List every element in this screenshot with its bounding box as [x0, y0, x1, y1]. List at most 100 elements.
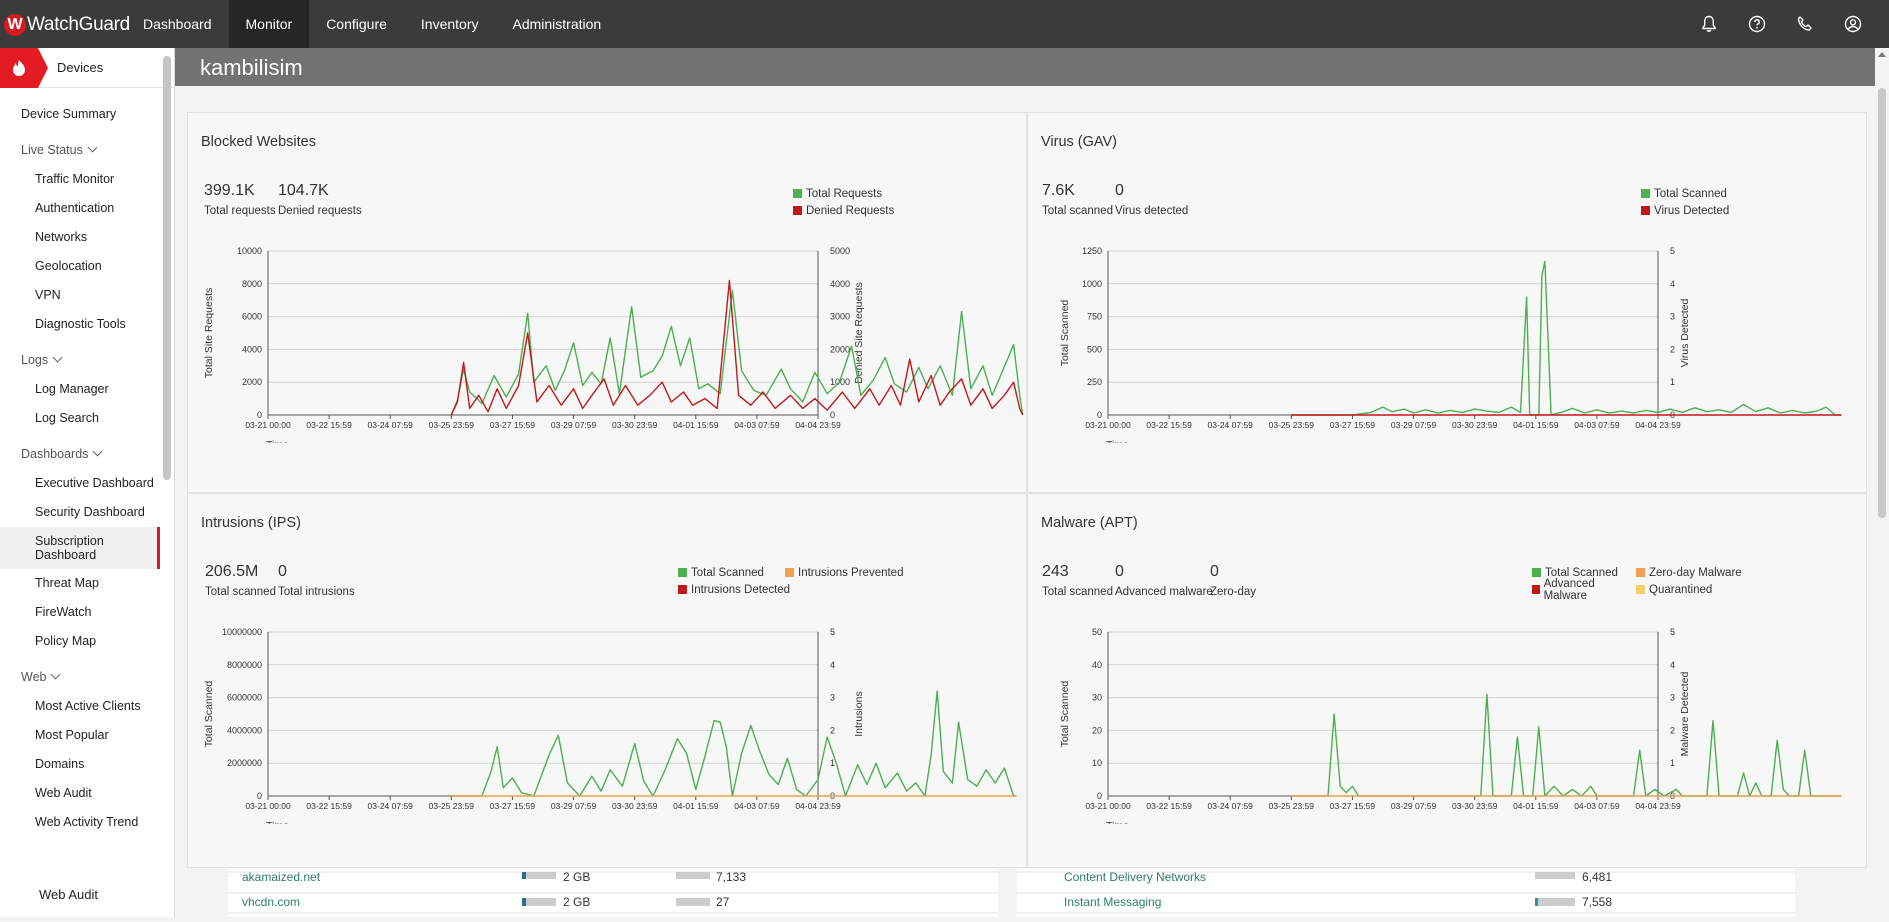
legend-label[interactable]: Virus Detected: [1654, 204, 1730, 217]
help-icon[interactable]: [1733, 0, 1781, 48]
table-category-name[interactable]: Instant Messaging: [1064, 895, 1161, 909]
sidebar-title: Devices: [57, 60, 104, 75]
watchguard-logo[interactable]: W WatchGuard: [4, 12, 130, 38]
page-scrollbar[interactable]: [1875, 48, 1889, 917]
sidebar-item-live-status[interactable]: Live Status: [0, 136, 160, 165]
sidebar-item-networks[interactable]: Networks: [0, 223, 160, 252]
chart-legend: Total Scanned Intrusions Prevented Intru…: [678, 564, 913, 598]
user-icon[interactable]: [1829, 0, 1877, 48]
y-tick-label: 4000000: [227, 725, 262, 735]
sidebar-item-most-active-clients[interactable]: Most Active Clients: [0, 692, 160, 721]
y2-tick-label: 2: [830, 725, 835, 735]
legend-label[interactable]: Advanced Malware: [1543, 577, 1595, 602]
x-tick-label: 03-25 23:59: [429, 801, 475, 811]
sidebar-item-dashboards[interactable]: Dashboards: [0, 440, 160, 469]
y-tick-label: 0: [257, 410, 262, 420]
sidebar-item-firewatch[interactable]: FireWatch: [0, 598, 160, 627]
chart-legend: Total Requests Denied Requests: [793, 185, 894, 219]
legend-label[interactable]: Zero-day Malware: [1649, 566, 1742, 579]
x-axis-label: Time: [1106, 820, 1129, 824]
sidebar-item-web-activity-trend[interactable]: Web Activity Trend: [0, 808, 160, 837]
blocked-websites-chart[interactable]: 0200040006000800010000010002000300040005…: [188, 231, 1026, 443]
legend-label[interactable]: Total Requests: [806, 187, 883, 200]
table-domain-name[interactable]: vhcdn.com: [242, 895, 300, 909]
sidebar-footer: Web Audit: [0, 874, 174, 917]
stat-value: 399.1K: [204, 182, 255, 199]
sidebar-footer-label[interactable]: Web Audit: [39, 887, 99, 902]
intrusions-ips-chart[interactable]: 0200000040000006000000800000010000000012…: [188, 612, 1026, 824]
legend-swatch: [678, 568, 687, 577]
sidebar-scrollbar[interactable]: [163, 56, 171, 480]
y-tick-label: 0: [257, 791, 262, 801]
stat-label: Advanced malware: [1115, 586, 1213, 598]
x-tick-label: 03-24 07:59: [1208, 801, 1254, 811]
page-header: kambilisim: [175, 48, 1875, 86]
sidebar-item-threat-map[interactable]: Threat Map: [0, 569, 160, 598]
table-domain-size: 2 GB: [563, 895, 590, 909]
sidebar-item-log-manager[interactable]: Log Manager: [0, 375, 160, 404]
phone-icon[interactable]: [1781, 0, 1829, 48]
legend-label[interactable]: Intrusions Prevented: [798, 566, 904, 579]
sidebar-item-geolocation[interactable]: Geolocation: [0, 252, 160, 281]
y-tick-label: 20: [1092, 725, 1102, 735]
sidebar-item-traffic-monitor[interactable]: Traffic Monitor: [0, 165, 160, 194]
sidebar-item-subscription-dashboard[interactable]: Subscription Dashboard: [0, 527, 160, 569]
legend-label[interactable]: Total Scanned: [1545, 566, 1618, 579]
y2-tick-label: 5: [1670, 246, 1675, 256]
sidebar-item-label: Traffic Monitor: [35, 172, 115, 186]
x-tick-label: 03-24 07:59: [1208, 420, 1254, 430]
sidebar-item-web-audit[interactable]: Web Audit: [0, 779, 160, 808]
sidebar-item-log-search[interactable]: Log Search: [0, 404, 160, 433]
sidebar-item-label: Log Search: [35, 411, 99, 425]
series-line-total-scanned: [1291, 260, 1842, 416]
y-tick-label: 0: [1097, 791, 1102, 801]
y2-tick-label: 4000: [830, 279, 850, 289]
sidebar-item-security-dashboard[interactable]: Security Dashboard: [0, 498, 160, 527]
x-tick-label: 03-29 07:59: [551, 801, 597, 811]
stat-label: Denied requests: [278, 205, 362, 217]
bell-icon[interactable]: [1685, 0, 1733, 48]
panel-title: Malware (APT): [1041, 515, 1138, 531]
table-domain-name[interactable]: akamaized.net: [242, 870, 321, 884]
scroll-up-arrow-icon[interactable]: [1877, 50, 1887, 58]
nav-monitor[interactable]: Monitor: [228, 0, 310, 48]
sidebar-item-policy-map[interactable]: Policy Map: [0, 627, 160, 656]
table-category-name[interactable]: Content Delivery Networks: [1064, 870, 1206, 884]
legend-label[interactable]: Intrusions Detected: [691, 583, 791, 596]
x-tick-label: 03-30 23:59: [1452, 801, 1498, 811]
sidebar-item-vpn[interactable]: VPN: [0, 281, 160, 310]
nav-administration[interactable]: Administration: [512, 16, 602, 32]
nav-inventory[interactable]: Inventory: [420, 16, 479, 32]
legend-swatch: [793, 206, 802, 215]
sidebar-item-most-popular-domains[interactable]: Most Popular Domains: [0, 721, 160, 779]
y-tick-label: 2000: [242, 377, 262, 387]
legend-label[interactable]: Denied Requests: [806, 204, 895, 217]
x-tick-label: 03-21 00:00: [1085, 801, 1131, 811]
sidebar-item-diagnostic-tools[interactable]: Diagnostic Tools: [0, 310, 160, 339]
x-tick-label: 03-22 15:59: [1146, 801, 1192, 811]
nav-configure[interactable]: Configure: [326, 16, 387, 32]
y-tick-label: 2000000: [227, 758, 262, 768]
y2-tick-label: 3: [1670, 693, 1675, 703]
x-tick-label: 03-25 23:59: [1269, 801, 1315, 811]
legend-label[interactable]: Quarantined: [1649, 583, 1713, 596]
y2-tick-label: 5000: [830, 246, 850, 256]
sidebar-item-web[interactable]: Web: [0, 663, 160, 692]
x-tick-label: 03-29 07:59: [1391, 801, 1437, 811]
sidebar-header[interactable]: Devices: [0, 48, 174, 88]
sidebar-item-executive-dashboard[interactable]: Executive Dashboard: [0, 469, 160, 498]
sidebar-item-label: Web: [21, 670, 47, 684]
y-axis-label: Total Scanned: [1059, 681, 1071, 748]
y-tick-label: 1250: [1082, 246, 1102, 256]
page-scrollbar-thumb[interactable]: [1878, 88, 1886, 518]
stat-label: Virus detected: [1115, 205, 1189, 217]
y-tick-label: 30: [1092, 693, 1102, 703]
legend-label[interactable]: Total Scanned: [691, 566, 764, 579]
sidebar-item-device-summary[interactable]: Device Summary: [0, 100, 160, 129]
legend-label[interactable]: Total Scanned: [1654, 187, 1727, 200]
sidebar-item-logs[interactable]: Logs: [0, 346, 160, 375]
nav-dashboard[interactable]: Dashboard: [143, 16, 212, 32]
sidebar-item-authentication[interactable]: Authentication: [0, 194, 160, 223]
